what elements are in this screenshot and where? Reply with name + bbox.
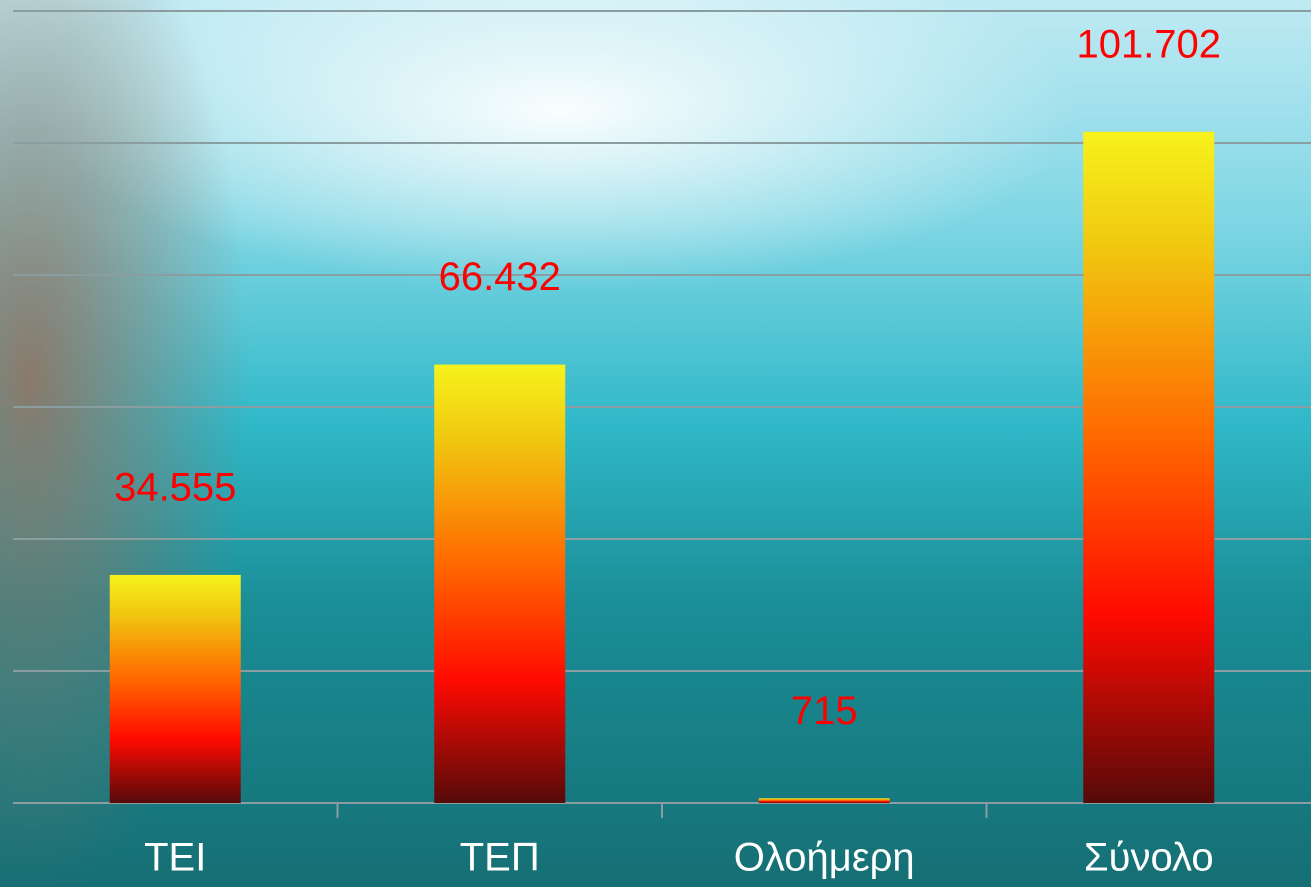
x-tick-label: TEI xyxy=(144,836,206,880)
bar xyxy=(759,798,890,803)
chart: 34.555 TEI 66.432 ΤΕΠ 715 Ολοήμερη 101.702 Σύνο… xyxy=(0,0,1311,887)
x-tick-label: ΤΕΠ xyxy=(460,836,540,880)
value-label: 101.702 xyxy=(1076,22,1221,66)
bar xyxy=(110,575,241,803)
value-label: 34.555 xyxy=(114,465,236,509)
bar xyxy=(434,365,565,803)
bar xyxy=(1083,132,1214,803)
value-label: 715 xyxy=(791,689,858,733)
x-tick-label: Ολοήμερη xyxy=(734,836,915,880)
x-tick-label: Σύνολο xyxy=(1084,836,1214,880)
page: 34.555 TEI 66.432 ΤΕΠ 715 Ολοήμερη 101.702 Σύνο… xyxy=(0,0,1311,887)
value-label: 66.432 xyxy=(439,255,561,299)
